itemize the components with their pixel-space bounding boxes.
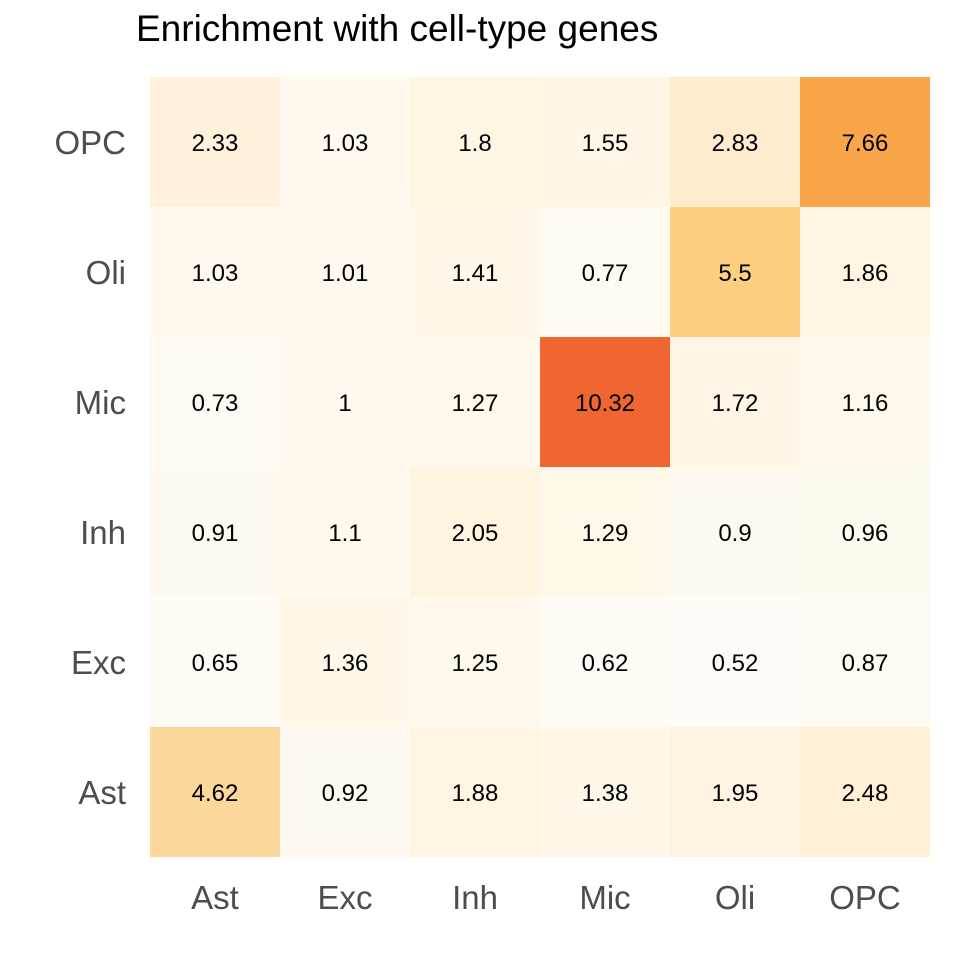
heatmap-cell-mic-mic — [540, 337, 670, 467]
heatmap-cell-opc-inh — [410, 77, 540, 207]
heatmap-cell-exc-inh — [410, 597, 540, 727]
heatmap-cell-ast-oli — [670, 727, 800, 857]
heatmap-cell-mic-oli — [670, 337, 800, 467]
heatmap-cell-inh-oli — [670, 467, 800, 597]
heatmap-cells — [150, 77, 930, 857]
heatmap-cell-oli-inh — [410, 207, 540, 337]
heatmap-cell-mic-opc — [800, 337, 930, 467]
x-tick-label-opc: OPC — [829, 879, 901, 916]
heatmap-cell-exc-exc — [280, 597, 410, 727]
cell-value-label-opc-oli: 2.83 — [712, 130, 759, 157]
heatmap-cell-opc-ast — [150, 77, 280, 207]
heatmap-cell-opc-exc — [280, 77, 410, 207]
x-axis-tick-labels: Ast Exc Inh Mic Oli OPC — [191, 879, 901, 916]
y-axis-tick-labels: OPC Oli Mic Inh Exc Ast — [54, 124, 126, 811]
heatmap-cell-exc-ast — [150, 597, 280, 727]
heatmap-value-labels: 2.33 1.03 1.8 1.55 2.83 7.66 1.03 1.01 1.41 0.77 5… — [192, 130, 889, 807]
cell-value-label-mic-ast: 0.73 — [192, 390, 239, 417]
y-tick-label-inh: Inh — [80, 514, 126, 551]
cell-value-label-ast-ast: 4.62 — [192, 780, 239, 807]
cell-value-label-mic-opc: 1.16 — [842, 390, 889, 417]
x-tick-label-mic: Mic — [579, 879, 630, 916]
cell-value-label-oli-opc: 1.86 — [842, 260, 889, 287]
cell-value-label-opc-exc: 1.03 — [322, 130, 369, 157]
cell-value-label-exc-inh: 1.25 — [452, 650, 499, 677]
heatmap-cell-exc-mic — [540, 597, 670, 727]
heatmap-cell-oli-mic — [540, 207, 670, 337]
cell-value-label-mic-exc: 1 — [338, 390, 351, 417]
cell-value-label-exc-opc: 0.87 — [842, 650, 889, 677]
cell-value-label-oli-inh: 1.41 — [452, 260, 499, 287]
heatmap-cell-mic-inh — [410, 337, 540, 467]
heatmap-cell-ast-mic — [540, 727, 670, 857]
heatmap-cell-opc-oli — [670, 77, 800, 207]
cell-value-label-exc-exc: 1.36 — [322, 650, 369, 677]
cell-value-label-opc-inh: 1.8 — [458, 130, 491, 157]
cell-value-label-mic-mic: 10.32 — [575, 390, 635, 417]
heatmap-cell-inh-inh — [410, 467, 540, 597]
heatmap-cell-ast-ast — [150, 727, 280, 857]
y-tick-label-opc: OPC — [54, 124, 126, 161]
heatmap-cell-ast-exc — [280, 727, 410, 857]
heatmap-cell-exc-opc — [800, 597, 930, 727]
x-tick-label-inh: Inh — [452, 879, 498, 916]
heatmap-cell-ast-opc — [800, 727, 930, 857]
cell-value-label-mic-inh: 1.27 — [452, 390, 499, 417]
cell-value-label-oli-exc: 1.01 — [322, 260, 369, 287]
heatmap-cell-inh-mic — [540, 467, 670, 597]
heatmap-cell-inh-exc — [280, 467, 410, 597]
heatmap-cell-inh-opc — [800, 467, 930, 597]
cell-value-label-inh-mic: 1.29 — [582, 520, 629, 547]
cell-value-label-oli-ast: 1.03 — [192, 260, 239, 287]
cell-value-label-inh-exc: 1.1 — [328, 520, 361, 547]
cell-value-label-ast-oli: 1.95 — [712, 780, 759, 807]
cell-value-label-oli-oli: 5.5 — [718, 260, 751, 287]
heatmap-cell-exc-oli — [670, 597, 800, 727]
heatmap-cell-ast-inh — [410, 727, 540, 857]
cell-value-label-exc-ast: 0.65 — [192, 650, 239, 677]
x-tick-label-exc: Exc — [317, 879, 372, 916]
heatmap-cell-oli-oli — [670, 207, 800, 337]
cell-value-label-ast-mic: 1.38 — [582, 780, 629, 807]
heatmap-cell-mic-ast — [150, 337, 280, 467]
cell-value-label-opc-mic: 1.55 — [582, 130, 629, 157]
heatmap-cell-opc-mic — [540, 77, 670, 207]
cell-value-label-inh-inh: 2.05 — [452, 520, 499, 547]
cell-value-label-inh-opc: 0.96 — [842, 520, 889, 547]
heatmap-cell-oli-exc — [280, 207, 410, 337]
heatmap-cell-inh-ast — [150, 467, 280, 597]
heatmap-cell-oli-opc — [800, 207, 930, 337]
cell-value-label-oli-mic: 0.77 — [582, 260, 629, 287]
y-tick-label-ast: Ast — [78, 774, 126, 811]
cell-value-label-exc-oli: 0.52 — [712, 650, 759, 677]
cell-value-label-opc-opc: 7.66 — [842, 130, 889, 157]
y-tick-label-mic: Mic — [75, 384, 126, 421]
cell-value-label-inh-ast: 0.91 — [192, 520, 239, 547]
cell-value-label-exc-mic: 0.62 — [582, 650, 629, 677]
cell-value-label-ast-inh: 1.88 — [452, 780, 499, 807]
x-tick-label-oli: Oli — [715, 879, 755, 916]
cell-value-label-inh-oli: 0.9 — [718, 520, 751, 547]
heatmap-cell-opc-opc — [800, 77, 930, 207]
cell-value-label-ast-opc: 2.48 — [842, 780, 889, 807]
cell-value-label-ast-exc: 0.92 — [322, 780, 369, 807]
cell-value-label-mic-oli: 1.72 — [712, 390, 759, 417]
heatmap-cell-mic-exc — [280, 337, 410, 467]
cell-value-label-opc-ast: 2.33 — [192, 130, 239, 157]
y-tick-label-oli: Oli — [86, 254, 126, 291]
x-tick-label-ast: Ast — [191, 879, 239, 916]
chart-title: Enrichment with cell-type genes — [136, 8, 659, 49]
heatmap-cell-oli-ast — [150, 207, 280, 337]
y-tick-label-exc: Exc — [71, 644, 126, 681]
